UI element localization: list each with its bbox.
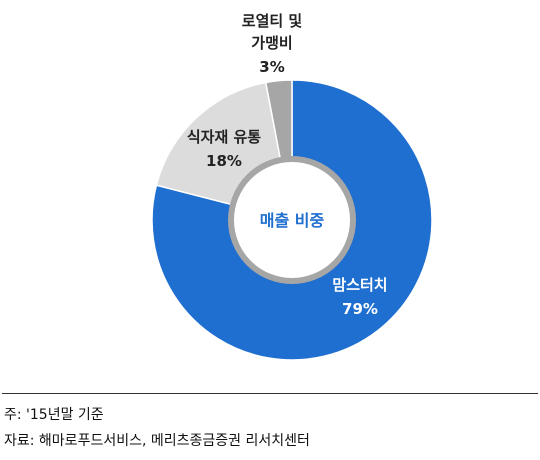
slice-label-royalty-line2: 가맹비: [251, 34, 292, 52]
slice-label-royalty-line1: 로열티 및: [242, 12, 303, 30]
source-note: 자료: 해마로푸드서비스, 메리츠종금증권 리서치센터: [4, 433, 310, 449]
basis-note: 주: '15년말 기준: [4, 407, 104, 423]
donut-chart: 매출 비중 맘스터치 79% 식자재 유통 18% 로열티 및 가맹비 3%: [151, 12, 433, 361]
center-label: 매출 비중: [260, 211, 325, 230]
slice-value-royalty: 3%: [259, 58, 284, 76]
slice-value-momstouch: 79%: [342, 300, 378, 318]
slice-value-food-distribution: 18%: [206, 152, 242, 170]
slice-label-food-distribution: 식자재 유통: [187, 128, 261, 146]
slice-label-momstouch: 맘스터치: [332, 276, 387, 294]
footer-divider: [2, 393, 538, 394]
center-ring: [228, 156, 356, 284]
